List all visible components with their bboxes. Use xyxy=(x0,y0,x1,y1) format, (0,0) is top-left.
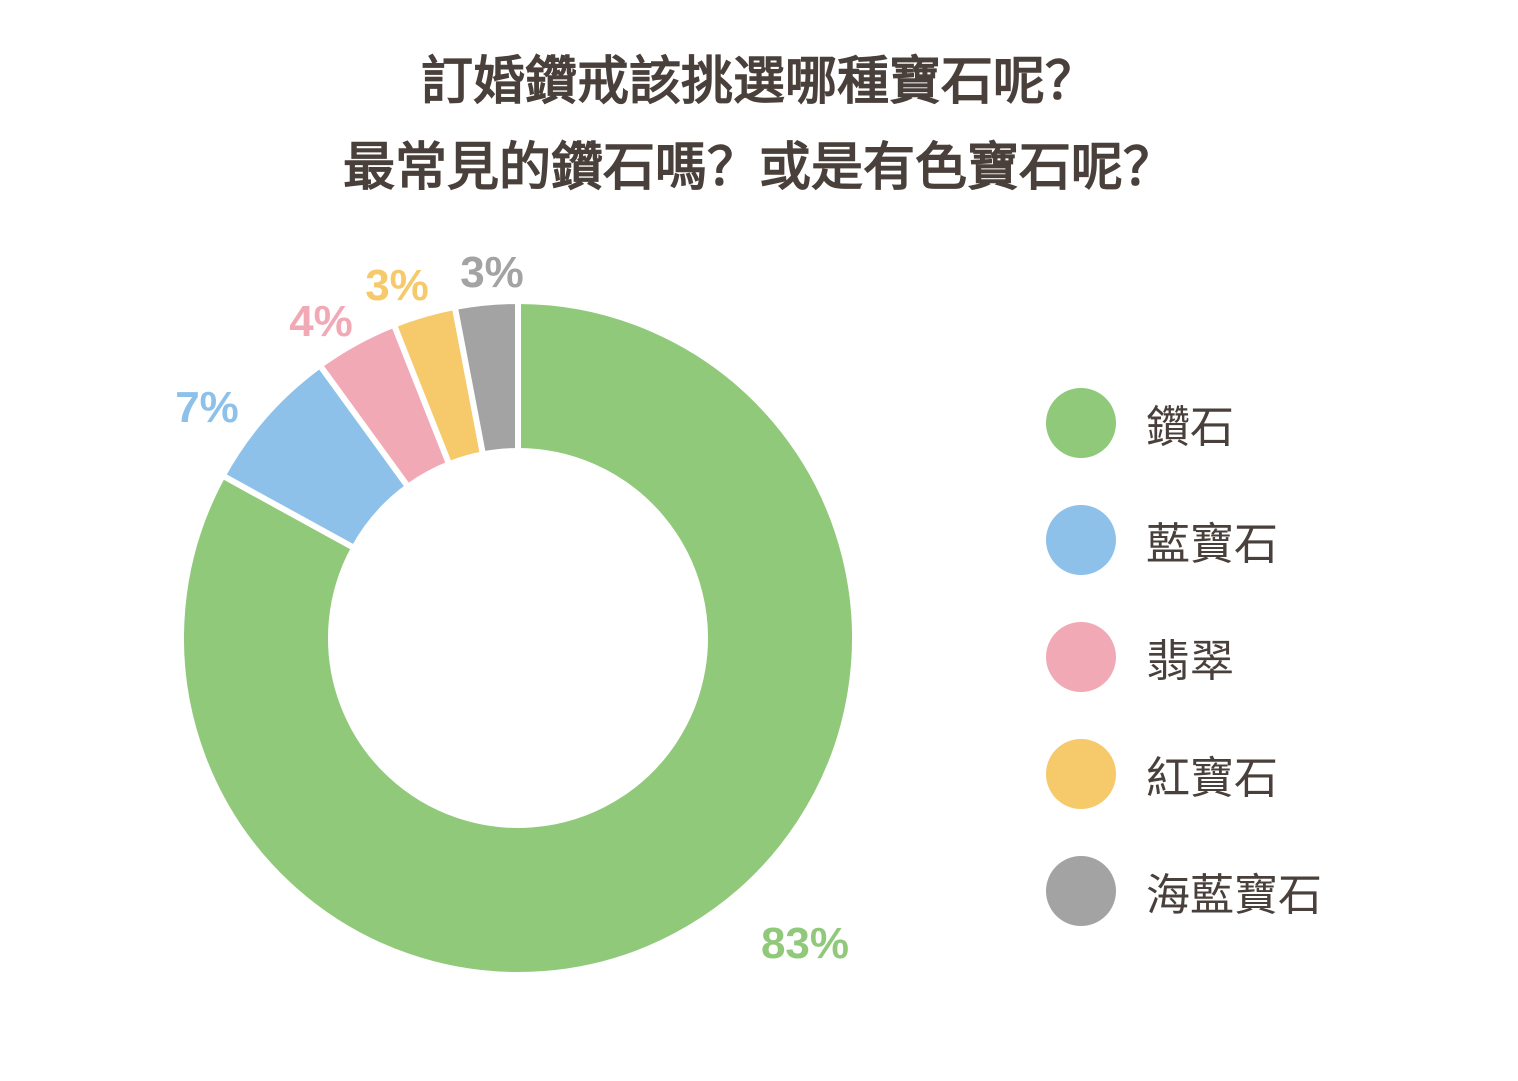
pct-label-emerald: 4% xyxy=(289,297,353,346)
legend-swatch-emerald xyxy=(1046,622,1116,692)
legend-item-aquamarine: 海藍寶石 xyxy=(1046,856,1322,926)
percentage-labels: 83%7%4%3% 3% xyxy=(175,248,849,968)
slice-aquamarine xyxy=(451,298,521,458)
pct-label-sapphire: 7% xyxy=(175,383,239,432)
legend-label-diamond: 鑽石 xyxy=(1146,402,1234,453)
legend-label-ruby: 紅寶石 xyxy=(1146,753,1278,804)
legend-label-aquamarine: 海藍寶石 xyxy=(1146,870,1322,921)
legend-item-ruby: 紅寶石 xyxy=(1046,739,1278,809)
legend-item-sapphire: 藍寶石 xyxy=(1046,505,1278,575)
legend-swatch-sapphire xyxy=(1046,505,1116,575)
legend-label-emerald: 翡翠 xyxy=(1146,636,1234,687)
legend-item-diamond: 鑽石 xyxy=(1046,388,1234,458)
legend-swatch-aquamarine xyxy=(1046,856,1116,926)
legend-item-emerald: 翡翠 xyxy=(1046,622,1234,692)
legend-swatch-diamond xyxy=(1046,388,1116,458)
donut-slices xyxy=(178,298,858,978)
pct-label-aquamarine: 3% xyxy=(460,248,524,297)
pct-label-diamond: 83% xyxy=(761,919,849,968)
legend-label-sapphire: 藍寶石 xyxy=(1146,519,1278,570)
legend-swatch-ruby xyxy=(1046,739,1116,809)
chart-title-line-1: 訂婚鑽戒該挑選哪種寶石呢？ xyxy=(420,51,1097,112)
chart-title-line-2: 最常見的鑽石嗎？或是有色寶石呢？ xyxy=(342,137,1175,198)
pct-label-ruby: 3% xyxy=(365,261,429,310)
slice-diamond xyxy=(178,298,858,978)
